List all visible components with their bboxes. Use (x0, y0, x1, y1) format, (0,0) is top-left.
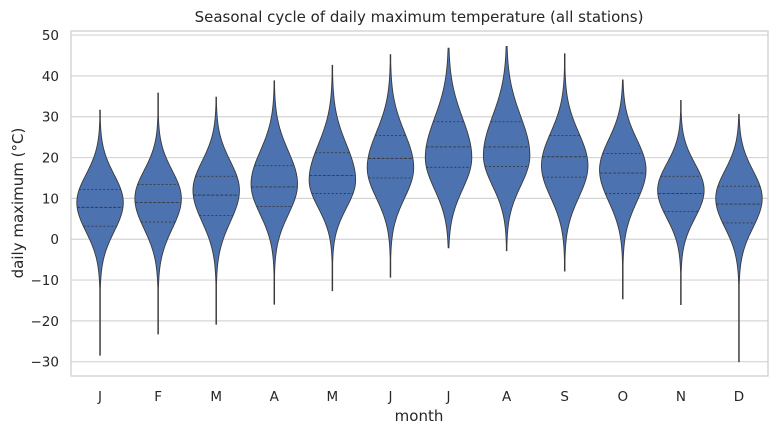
x-tick-label: J (446, 389, 451, 405)
violin-body (424, 47, 473, 249)
y-tick-label: 40 (42, 69, 59, 85)
y-tick-label: 20 (42, 151, 59, 167)
violin-body (192, 96, 240, 325)
y-tick-label: −30 (31, 355, 60, 371)
violin-body (134, 92, 182, 335)
violin-body (599, 79, 647, 300)
violin-body (76, 109, 124, 356)
x-tick-label: D (734, 389, 744, 405)
x-tick-label: A (270, 389, 280, 405)
chart-title: Seasonal cycle of daily maximum temperat… (195, 8, 644, 26)
x-tick-label: F (154, 389, 162, 405)
y-tick-label: −10 (31, 273, 60, 289)
y-tick-label: 30 (42, 110, 59, 126)
violin-body (366, 54, 415, 278)
y-tick-label: −20 (31, 314, 60, 330)
x-tick-label: A (502, 389, 512, 405)
x-tick-label: M (210, 389, 222, 405)
violin-body (657, 99, 705, 305)
gridlines (71, 34, 768, 363)
violins (76, 46, 763, 363)
x-axis-title: month (395, 407, 444, 425)
y-axis-title: daily maximum (°C) (9, 128, 27, 279)
x-tick-label: O (617, 389, 628, 405)
y-tick-label: 0 (50, 232, 59, 248)
violin-body (715, 113, 763, 363)
x-tick-label: J (97, 389, 102, 405)
x-tick-label: M (327, 389, 339, 405)
violin-body (541, 53, 589, 272)
violin-body (250, 80, 298, 305)
x-tick-label: S (560, 389, 569, 405)
y-tick-labels: −30 −20 −10 0 10 20 30 40 50 (31, 28, 60, 371)
x-tick-label: N (676, 389, 686, 405)
y-tick-label: 10 (42, 191, 59, 207)
y-tick-label: 50 (42, 28, 59, 44)
violin-body (482, 46, 531, 252)
violin-body (308, 64, 357, 292)
x-tick-label: J (387, 389, 392, 405)
plot-frame (70, 30, 769, 377)
